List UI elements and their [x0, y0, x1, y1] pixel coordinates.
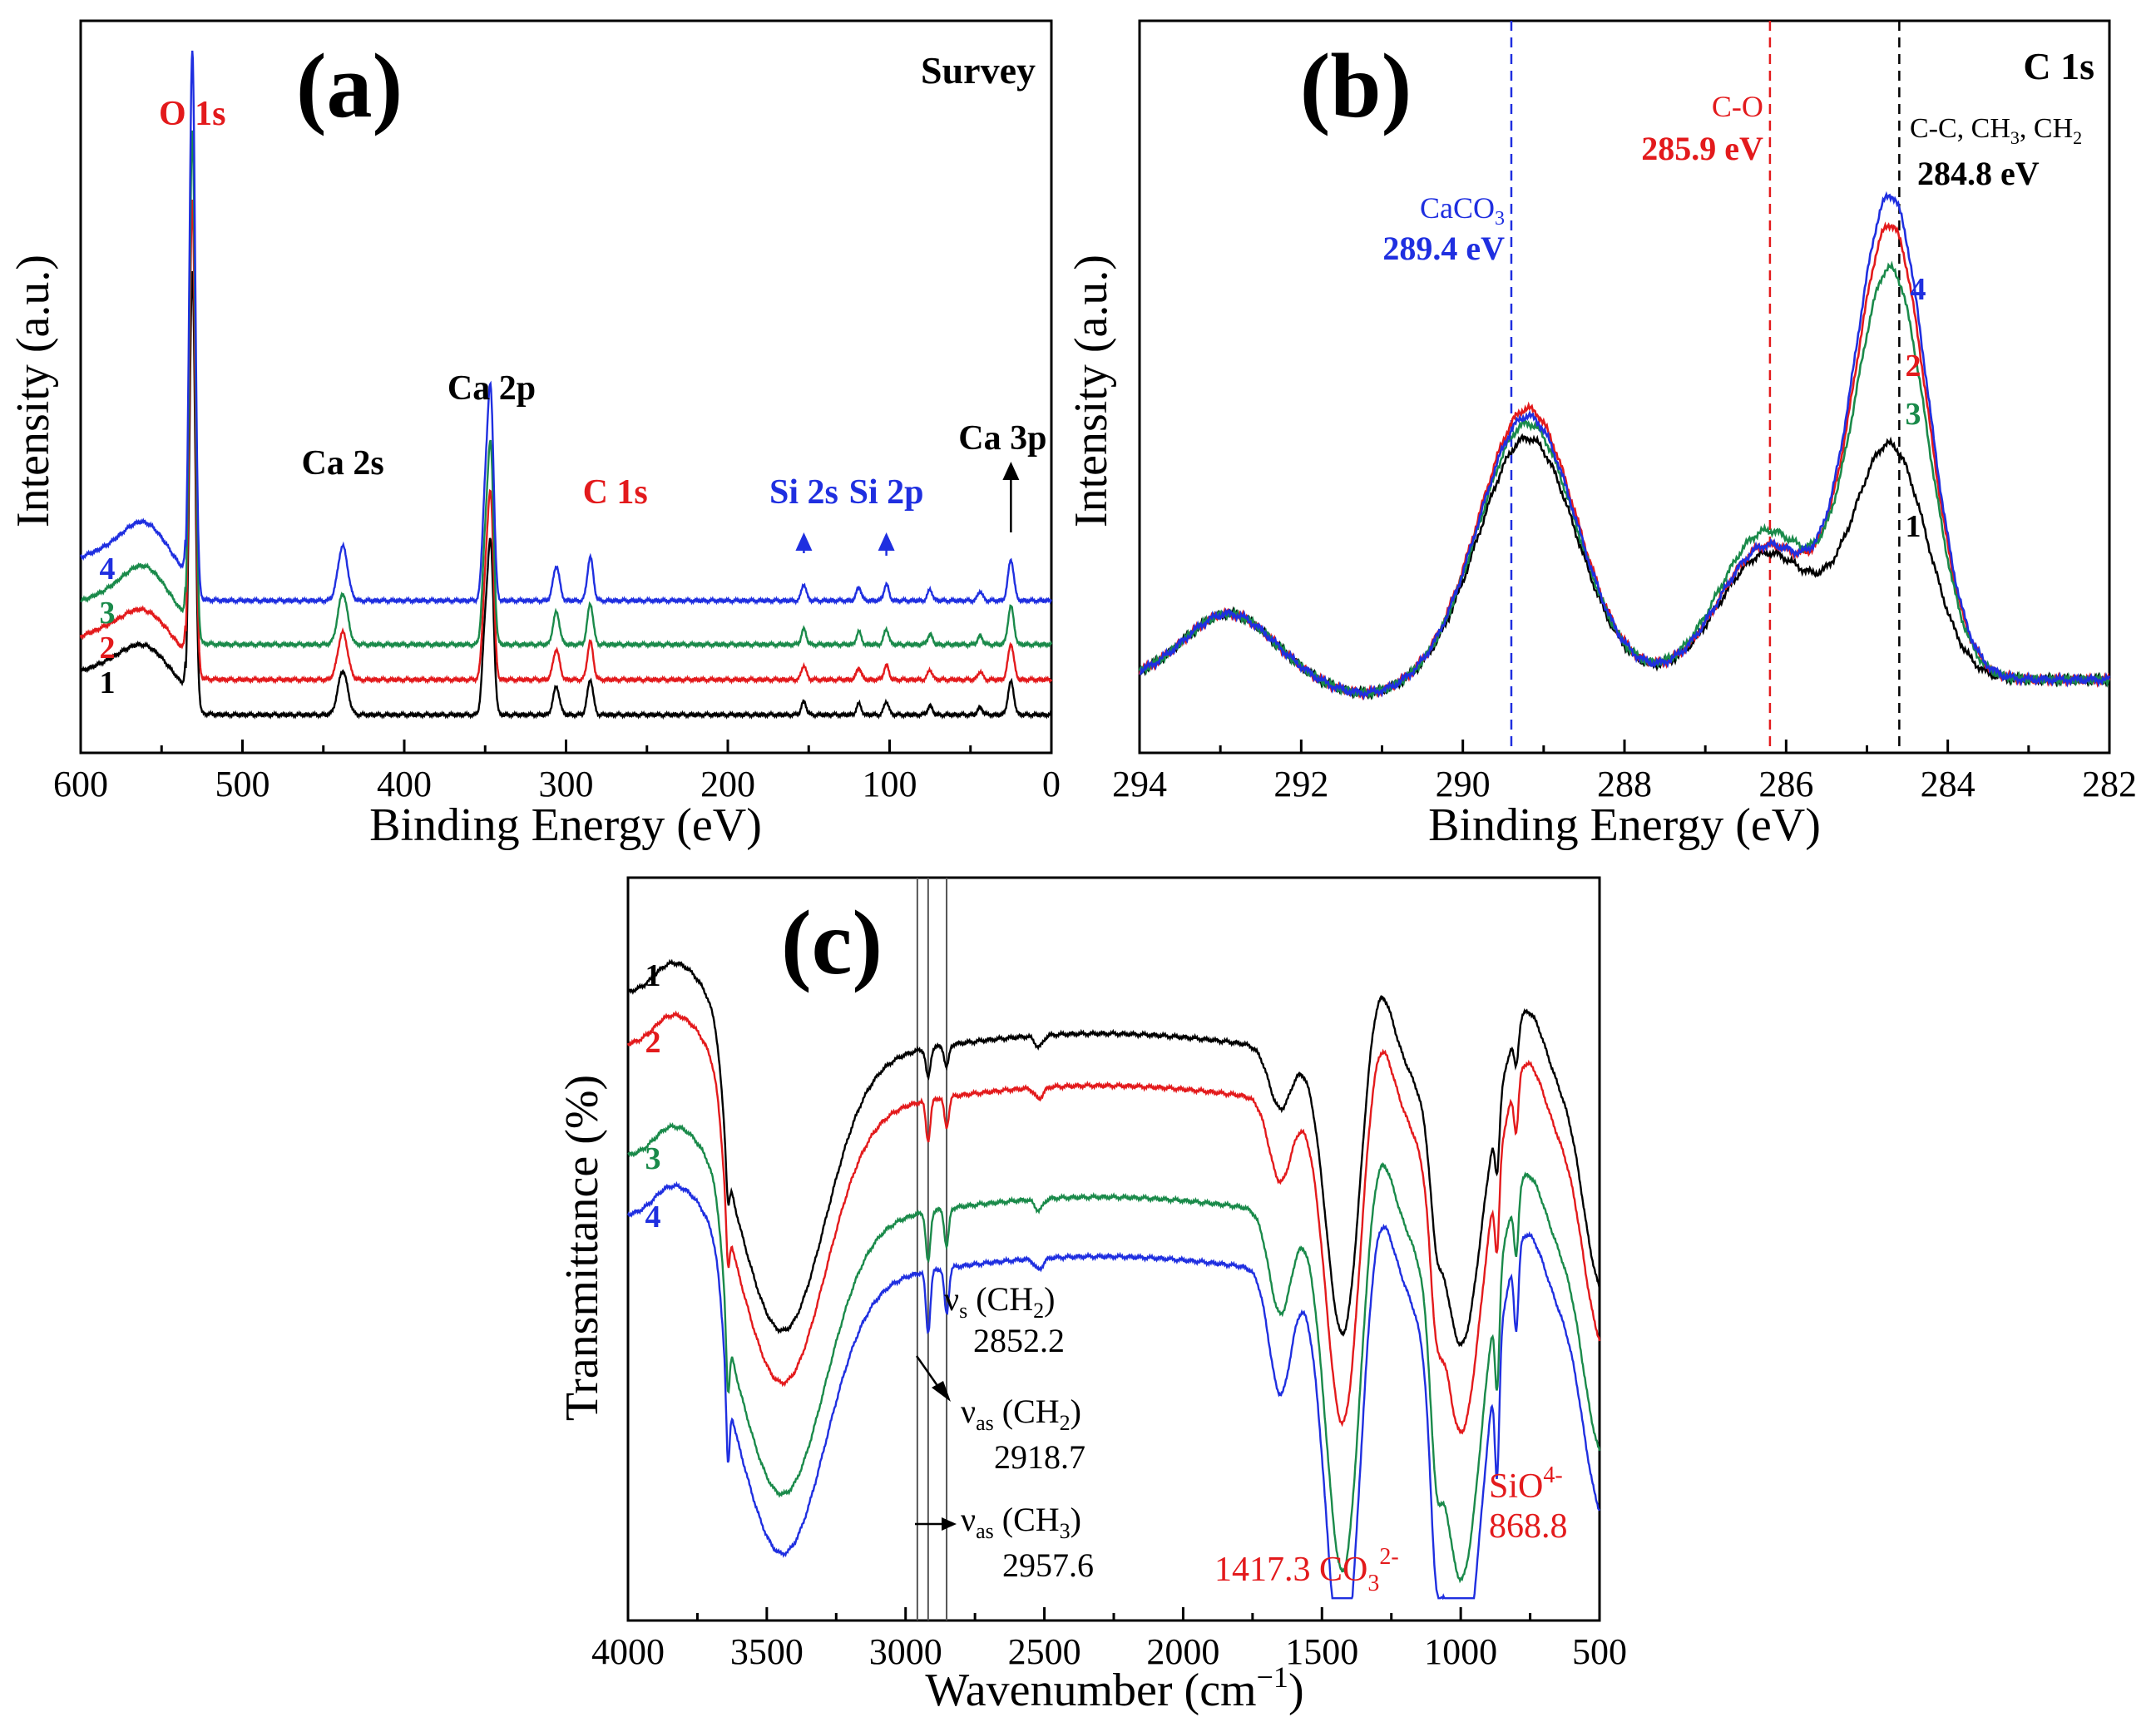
- panel-b-title: C 1s: [2023, 45, 2094, 87]
- panel-b-series-group: [1138, 21, 2111, 753]
- panel-c-band-label-vs-ch2: νs (CH2): [944, 1280, 1055, 1323]
- panel-a-annotation-ca-3p: Ca 3p: [958, 419, 1046, 458]
- panel-a-xtick-label-500: 500: [215, 764, 270, 804]
- panel-a-xtick-label-300: 300: [539, 764, 594, 804]
- panel-c-annotation-co3: 1417.3 CO32-: [1214, 1544, 1399, 1596]
- panel-c-series-2-label: 2: [645, 1025, 661, 1060]
- panel-b-ref-assignment-cc: C-C, CH3, CH2: [1910, 113, 2082, 148]
- panel-a-series-4-label: 4: [100, 552, 116, 586]
- panel-c-arrow-head: [942, 1517, 957, 1531]
- panel-c-xtick-label-3000: 3000: [869, 1631, 942, 1672]
- panel-c-band-value-2957: 2957.6: [1002, 1546, 1094, 1584]
- panel-a-annotation-ca-2p: Ca 2p: [448, 369, 536, 408]
- panel-c-xtick-label-1000: 1000: [1424, 1631, 1497, 1672]
- panel-b-xtick-label-284: 284: [1921, 764, 1976, 804]
- panel-c-series-3-label: 3: [645, 1141, 661, 1176]
- panel-c-plot-frame: [626, 876, 1601, 1622]
- panel-a-arrow-head: [878, 532, 895, 551]
- panel-a-xtick-label-100: 100: [863, 764, 917, 804]
- panel-c-annotation-sio4: SiO4-: [1489, 1462, 1563, 1506]
- panel-c-series-3-line: [627, 1121, 1601, 1584]
- panel-a-ylabel: Intensity (a.u.): [7, 255, 59, 527]
- panel-a-annotation-c-1s: C 1s: [583, 473, 648, 512]
- panel-b-xtick-label-294: 294: [1112, 764, 1167, 804]
- panel-b-series-1-label: 1: [1906, 509, 1921, 544]
- panel-b-xtick-label-290: 290: [1436, 764, 1491, 804]
- panel-a-series-group: [79, 50, 1053, 720]
- panel-c-xtick-label-1500: 1500: [1285, 1631, 1358, 1672]
- panel-c-series-2-line: [626, 1010, 1601, 1435]
- panel-b-series-4-label: 4: [1911, 272, 1926, 307]
- panel-c-series-4-label: 4: [645, 1200, 661, 1235]
- panel-a-series-1-line: [80, 271, 1052, 720]
- panel-b-label: (b): [1300, 35, 1412, 136]
- panel-a-annotation-si-2s: Si 2s: [769, 473, 838, 512]
- panel-a-annotation-si-2p: Si 2p: [849, 473, 924, 512]
- panel-a-series-3-line: [80, 130, 1053, 650]
- panel-a-series-4-line: [80, 50, 1052, 606]
- panel-c-series-1-label: 1: [645, 958, 661, 993]
- panel-a-series-2-line: [79, 200, 1053, 685]
- panel-b-series-3-line: [1138, 260, 2110, 700]
- panel-c-ylabel: Transmittance (%): [556, 1075, 608, 1421]
- panel-a-series-2-label: 2: [100, 631, 116, 666]
- panel-a-label: (a): [296, 35, 403, 136]
- panel-b-ref-value-co: 285.9 eV: [1641, 130, 1763, 167]
- panel-a-xlabel: Binding Energy (eV): [369, 799, 762, 851]
- panel-c-tick-group: 4000 3500 3000 2500 2000 1500 1000 500: [591, 1607, 1627, 1672]
- panel-b-tick-group: 294 292 290 288 286 284 282: [1112, 740, 2137, 804]
- panel-b-xtick-label-288: 288: [1597, 764, 1652, 804]
- panel-c-xtick-label-3500: 3500: [730, 1631, 804, 1672]
- panel-c-series-group: [626, 878, 1601, 1621]
- panel-c-annotation-group: 1 2 3 4 νs (CH2)2852.2 νas (CH2)2918.7 νas (CH…: [645, 958, 1568, 1596]
- panel-c-xtick-label-2500: 2500: [1008, 1631, 1081, 1672]
- panel-a-xtick-label-400: 400: [377, 764, 432, 804]
- panel-a-series-3-label: 3: [100, 596, 116, 631]
- panel-c-annotation-sio4-value: 868.8: [1489, 1507, 1568, 1546]
- panel-c-band-value-2852: 2852.2: [973, 1322, 1065, 1359]
- panel-b-ylabel: Intensity (a.u.): [1066, 255, 1117, 527]
- panel-a-xtick-label-0: 0: [1042, 764, 1061, 804]
- panel-b-ref-assignment-co: C-O: [1712, 90, 1763, 123]
- panel-a-xtick-label-600: 600: [53, 764, 108, 804]
- panel-b-ref-assignment-caco3: CaCO3: [1420, 191, 1505, 230]
- panel-b-xlabel: Binding Energy (eV): [1428, 799, 1821, 851]
- panel-c-xlabel: Wavenumber (cm−1): [925, 1660, 1303, 1716]
- panel-c-xtick-label-500: 500: [1572, 1631, 1627, 1672]
- panel-c-ftir: 4000 3500 3000 2500 2000 1500 1000 500 1 2 3 4 νs (…: [556, 876, 1627, 1716]
- panel-c-band-value-2918: 2918.7: [994, 1438, 1085, 1476]
- panel-c-xtick-label-4000: 4000: [591, 1631, 665, 1672]
- panel-a-survey: 600 500 400 300 200 100 0 123 4 O 1s Ca 2s Ca 2p C …: [7, 19, 1061, 851]
- panel-a-title: Survey: [921, 49, 1036, 92]
- panel-b-ref-value-cc: 284.8 eV: [1917, 155, 2040, 192]
- panel-a-annotation-o-1s: O 1s: [159, 95, 226, 133]
- panel-b-ref-value-caco3: 289.4 eV: [1382, 230, 1505, 267]
- panel-a-xtick-label-200: 200: [700, 764, 755, 804]
- panel-b-series-3-label: 3: [1906, 397, 1921, 432]
- panel-c-series-4-line: [626, 1180, 1601, 1601]
- panel-a-arrow-head: [795, 532, 813, 551]
- panel-c-band-label-vas-ch2: νas (CH2): [961, 1393, 1081, 1435]
- panel-a-arrow-head: [1002, 462, 1020, 480]
- panel-b-xtick-label-282: 282: [2082, 764, 2137, 804]
- panel-c-xtick-label-2000: 2000: [1146, 1631, 1219, 1672]
- panel-c-series-1-line: [626, 958, 1601, 1348]
- panel-b-series-4-line: [1139, 191, 2111, 700]
- panel-c-label: (c): [781, 892, 883, 993]
- panel-b-xtick-label-292: 292: [1273, 764, 1328, 804]
- panel-c-band-label-vas-ch3: νas (CH3): [961, 1501, 1081, 1543]
- panel-a-annotation-ca-2s: Ca 2s: [301, 444, 383, 482]
- panel-b-xtick-label-286: 286: [1758, 764, 1813, 804]
- panel-a-series-1-label: 1: [100, 666, 116, 700]
- panel-c-arrow-shaft: [915, 1355, 942, 1390]
- panel-a-tick-group: 600 500 400 300 200 100 0: [53, 740, 1061, 804]
- panel-b-series-2-label: 2: [1906, 349, 1921, 383]
- panel-a-annotation-group: 123 4 O 1s Ca 2s Ca 2p C 1s Si 2s Si 2p Ca 3p: [100, 95, 1047, 700]
- panel-c-arrow-head: [932, 1381, 951, 1402]
